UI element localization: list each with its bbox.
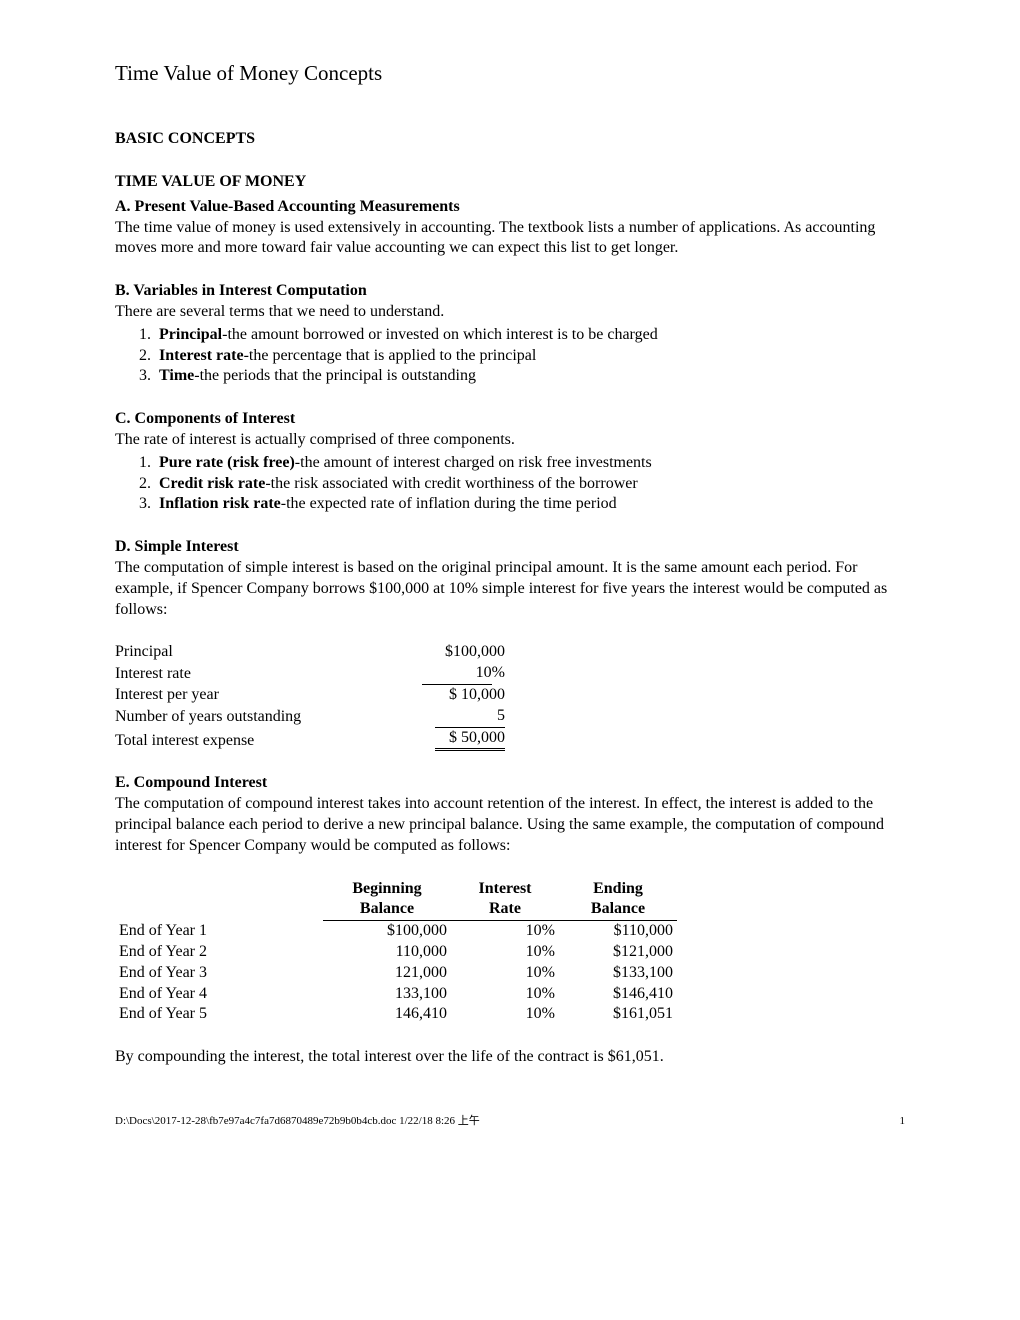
section-a-title: A. Present Value-Based Accounting Measur… xyxy=(115,197,905,218)
row-value: 10% xyxy=(415,663,505,685)
page-title: Time Value of Money Concepts xyxy=(115,60,905,87)
list-item: Inflation risk rate-the expected rate of… xyxy=(155,494,905,515)
row-label: End of Year 5 xyxy=(115,1004,323,1025)
section-d-text: The computation of simple interest is ba… xyxy=(115,558,905,620)
section-d-title: D. Simple Interest xyxy=(115,537,905,558)
row-value: 5 xyxy=(415,706,505,728)
table-row: End of Year 1 $100,000 10% $110,000 xyxy=(115,921,677,942)
table-row: End of Year 5 146,410 10% $161,051 xyxy=(115,1004,677,1025)
section-a-text: The time value of money is used extensiv… xyxy=(115,218,905,260)
row-value: $ 50,000 xyxy=(415,728,505,752)
row-label: Total interest expense xyxy=(115,728,415,752)
footer-page-number: 1 xyxy=(900,1114,906,1128)
term-rest: -the percentage that is applied to the p… xyxy=(244,347,537,364)
cell-begin: 133,100 xyxy=(323,984,451,1005)
cell-begin: 110,000 xyxy=(323,942,451,963)
section-b-list: Principal-the amount borrowed or investe… xyxy=(155,325,905,387)
term: Pure rate (risk free) xyxy=(159,454,295,471)
row-label: End of Year 1 xyxy=(115,921,323,942)
list-item: Interest rate-the percentage that is app… xyxy=(155,346,905,367)
term-rest: -the amount borrowed or invested on whic… xyxy=(222,326,658,343)
cell-end: $146,410 xyxy=(559,984,677,1005)
cell-end: $110,000 xyxy=(559,921,677,942)
section-e-closing: By compounding the interest, the total i… xyxy=(115,1047,905,1068)
term: Interest rate xyxy=(159,347,244,364)
col-header-ending-balance: EndingBalance xyxy=(559,879,677,921)
term-rest: -the amount of interest charged on risk … xyxy=(295,454,652,471)
term: Time xyxy=(159,367,194,384)
term: Inflation risk rate xyxy=(159,495,281,512)
row-label: Interest rate xyxy=(115,663,415,685)
row-label: Principal xyxy=(115,642,415,663)
table-row: Interest per year $ 10,000 xyxy=(115,685,505,706)
table-row: End of Year 4 133,100 10% $146,410 xyxy=(115,984,677,1005)
table-row: Total interest expense $ 50,000 xyxy=(115,728,505,752)
list-item: Credit risk rate-the risk associated wit… xyxy=(155,474,905,495)
list-item: Time-the periods that the principal is o… xyxy=(155,366,905,387)
section-b-intro: There are several terms that we need to … xyxy=(115,302,905,323)
term-rest: -the expected rate of inflation during t… xyxy=(281,495,617,512)
cell-begin: 121,000 xyxy=(323,963,451,984)
section-e-text: The computation of compound interest tak… xyxy=(115,794,905,856)
col-header-beginning-balance: BeginningBalance xyxy=(323,879,451,921)
term-rest: -the periods that the principal is outst… xyxy=(194,367,476,384)
table-row: End of Year 3 121,000 10% $133,100 xyxy=(115,963,677,984)
compound-interest-table: BeginningBalance InterestRate EndingBala… xyxy=(115,879,677,1026)
row-label: Number of years outstanding xyxy=(115,706,415,728)
cell-end: $133,100 xyxy=(559,963,677,984)
footer-path: D:\Docs\2017-12-28\fb7e97a4c7fa7d6870489… xyxy=(115,1114,480,1128)
row-label: End of Year 3 xyxy=(115,963,323,984)
heading-basic-concepts: BASIC CONCEPTS xyxy=(115,129,905,150)
cell-rate: 10% xyxy=(451,963,559,984)
term: Credit risk rate xyxy=(159,475,265,492)
cell-end: $121,000 xyxy=(559,942,677,963)
cell-begin: 146,410 xyxy=(323,1004,451,1025)
cell-rate: 10% xyxy=(451,942,559,963)
row-value: $ 10,000 xyxy=(415,685,505,706)
cell-end: $161,051 xyxy=(559,1004,677,1025)
list-item: Principal-the amount borrowed or investe… xyxy=(155,325,905,346)
section-b-title: B. Variables in Interest Computation xyxy=(115,281,905,302)
row-label: Interest per year xyxy=(115,685,415,706)
row-label: End of Year 4 xyxy=(115,984,323,1005)
term: Principal xyxy=(159,326,222,343)
table-row: Number of years outstanding 5 xyxy=(115,706,505,728)
blank-header xyxy=(115,879,323,921)
list-item: Pure rate (risk free)-the amount of inte… xyxy=(155,453,905,474)
section-e-title: E. Compound Interest xyxy=(115,773,905,794)
cell-begin: $100,000 xyxy=(323,921,451,942)
cell-rate: 10% xyxy=(451,984,559,1005)
cell-rate: 10% xyxy=(451,921,559,942)
col-header-interest-rate: InterestRate xyxy=(451,879,559,921)
table-row: End of Year 2 110,000 10% $121,000 xyxy=(115,942,677,963)
table-row: Principal $100,000 xyxy=(115,642,505,663)
section-c-title: C. Components of Interest xyxy=(115,409,905,430)
cell-rate: 10% xyxy=(451,1004,559,1025)
simple-interest-table: Principal $100,000 Interest rate 10% Int… xyxy=(115,642,505,751)
term-rest: -the risk associated with credit worthin… xyxy=(265,475,637,492)
table-row: Interest rate 10% xyxy=(115,663,505,685)
section-c-list: Pure rate (risk free)-the amount of inte… xyxy=(155,453,905,515)
row-value: $100,000 xyxy=(415,642,505,663)
table-header-row: BeginningBalance InterestRate EndingBala… xyxy=(115,879,677,921)
heading-time-value-of-money: TIME VALUE OF MONEY xyxy=(115,172,905,193)
page-footer: D:\Docs\2017-12-28\fb7e97a4c7fa7d6870489… xyxy=(115,1114,905,1128)
row-label: End of Year 2 xyxy=(115,942,323,963)
section-c-intro: The rate of interest is actually compris… xyxy=(115,430,905,451)
